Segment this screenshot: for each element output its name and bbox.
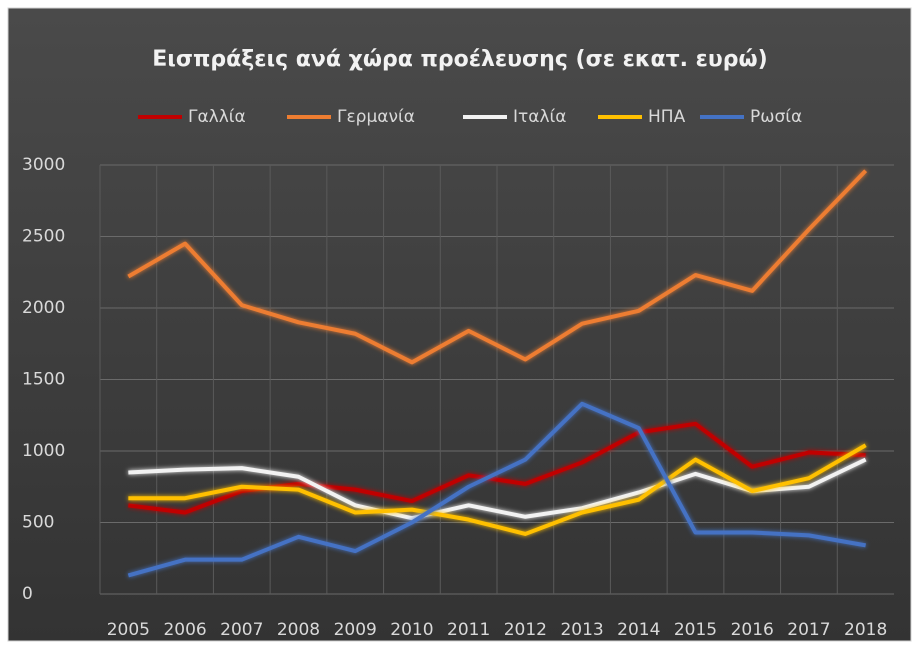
legend-label: Γαλλία [188, 107, 246, 127]
chart-title: Εισπράξεις ανά χώρα προέλευσης (σε εκατ.… [152, 47, 767, 72]
legend-label: Γερμανία [337, 107, 415, 127]
x-tick-label: 2009 [334, 620, 377, 640]
x-tick-label: 2011 [447, 620, 490, 640]
series-line [127, 169, 868, 365]
legend-label: Ρωσία [750, 107, 802, 127]
x-tick-label: 2015 [674, 620, 717, 640]
y-tick-label: 1500 [22, 370, 65, 390]
legend-item: Ρωσία [700, 107, 802, 127]
series-line [128, 421, 866, 515]
x-tick-label: 2006 [163, 620, 206, 640]
x-tick-label: 2007 [220, 620, 263, 640]
x-tick-label: 2018 [844, 620, 887, 640]
x-tick-label: 2013 [560, 620, 603, 640]
legend-label: Ιταλία [513, 107, 566, 127]
y-tick-label: 1000 [22, 441, 65, 461]
y-tick-label: 2500 [22, 227, 65, 247]
legend-item: Γερμανία [287, 107, 415, 127]
series-line [128, 443, 867, 536]
legend-label: ΗΠΑ [648, 107, 686, 127]
x-tick-label: 2012 [504, 620, 547, 640]
chart-background [7, 7, 912, 642]
x-tick-label: 2016 [731, 620, 774, 640]
x-tick-label: 2014 [617, 620, 660, 640]
legend-item: ΗΠΑ [598, 107, 686, 127]
y-tick-label: 0 [22, 584, 33, 604]
legend-item: Ιταλία [463, 107, 566, 127]
x-tick-label: 2017 [787, 620, 830, 640]
x-tick-label: 2010 [390, 620, 433, 640]
y-tick-label: 500 [22, 513, 54, 533]
series-line [128, 457, 867, 521]
series-line [127, 401, 866, 578]
x-tick-label: 2008 [277, 620, 320, 640]
legend-item: Γαλλία [138, 107, 246, 127]
y-tick-label: 3000 [22, 155, 65, 175]
x-tick-label: 2005 [107, 620, 150, 640]
y-tick-label: 2000 [22, 298, 65, 318]
